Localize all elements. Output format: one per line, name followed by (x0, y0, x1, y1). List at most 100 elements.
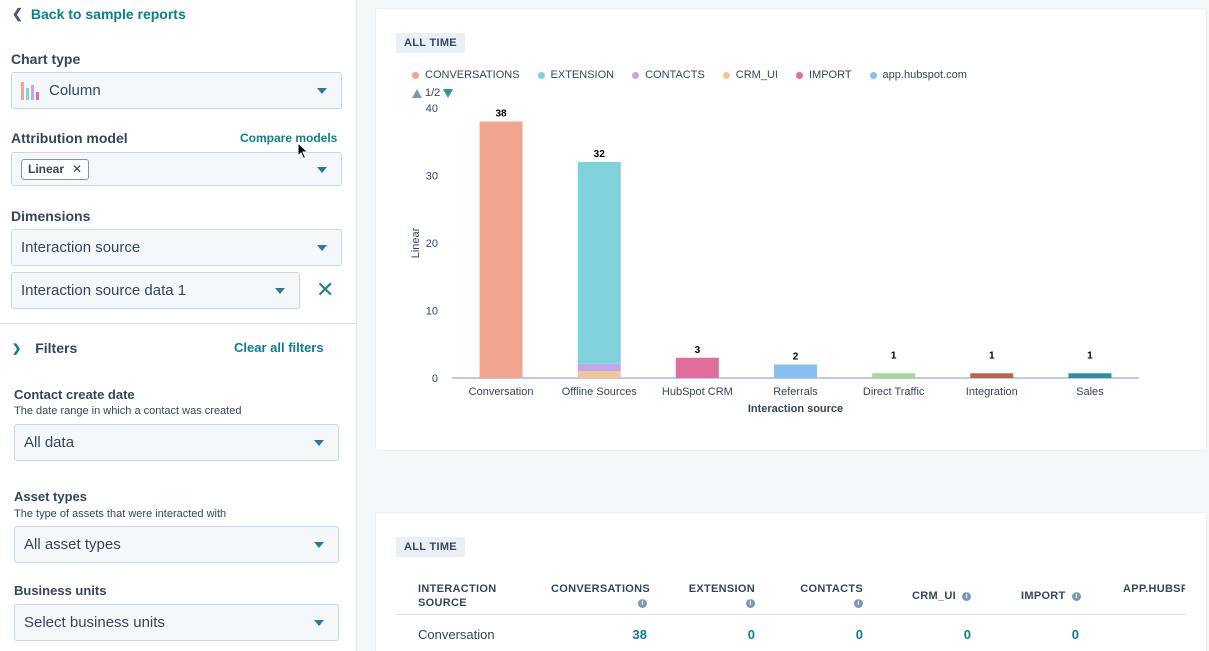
legend-label: EXTENSION (550, 69, 615, 81)
legend-label: IMPORT (808, 69, 852, 81)
bar-total-label: 1 (1087, 350, 1093, 361)
legend-dot-icon (412, 71, 419, 79)
column-chart-icon (21, 81, 39, 100)
info-icon[interactable]: i (638, 598, 647, 608)
page-down-icon[interactable] (443, 88, 454, 98)
dimension-primary-select[interactable]: Interaction source (11, 229, 342, 266)
legend-dot-icon (537, 71, 545, 79)
asset-types-description: The type of assets that were interacted … (14, 508, 227, 520)
y-tick-label: 20 (426, 238, 438, 250)
legend-item[interactable]: CONTACTS (632, 69, 705, 81)
table-panel (375, 512, 1207, 651)
asset-types-value: All asset types (24, 536, 121, 553)
column-header-conversations[interactable]: CONVERSATIONS i (551, 582, 651, 610)
column-header-import[interactable]: IMPORT i (1021, 589, 1081, 603)
contact-create-date-select[interactable]: All data (14, 424, 339, 461)
dimension-primary-value: Interaction source (21, 239, 141, 256)
legend-dot-icon (632, 71, 640, 79)
cell-conversations[interactable]: 38 (632, 627, 647, 642)
dimension-secondary-select[interactable]: Interaction source data 1 (11, 272, 300, 309)
bar-segment (577, 363, 621, 372)
x-tick-label: Offline Sources (562, 386, 638, 398)
x-tick-label: HubSpot CRM (662, 386, 733, 398)
legend-dot-icon (795, 71, 803, 79)
chart-type-value: Column (49, 82, 101, 99)
legend-item[interactable]: CONVERSATIONS (412, 69, 520, 81)
bar-segment (970, 373, 1014, 378)
column-header-interaction-source[interactable]: INTERACTION SOURCE (418, 583, 497, 609)
info-icon[interactable]: i (746, 598, 755, 608)
clear-all-filters-link[interactable]: Clear all filters (234, 340, 324, 355)
cell-source: Conversation (418, 627, 495, 642)
legend-item[interactable]: EXTENSION (537, 69, 615, 81)
bar-segment (577, 371, 621, 378)
contact-create-date-description: The date range in which a contact was cr… (14, 405, 242, 417)
legend-item[interactable]: app.hubspot.com (869, 69, 967, 81)
cell-crm-ui[interactable]: 0 (963, 627, 971, 642)
remove-tag-icon[interactable]: ✕ (72, 162, 83, 176)
cell-contacts[interactable]: 0 (855, 627, 863, 642)
business-units-label: Business units (14, 583, 107, 598)
column-header-contacts[interactable]: CONTACTS i (790, 582, 863, 610)
legend-pager: 1/2 (412, 87, 454, 99)
legend-label: CRM_UI (735, 69, 778, 81)
chevron-down-icon (314, 440, 324, 446)
bar-segment (479, 121, 523, 378)
legend-page-indicator: 1/2 (425, 87, 441, 99)
chevron-down-icon (317, 88, 327, 94)
chart-type-select[interactable]: Column (11, 72, 342, 109)
contact-create-date-value: All data (24, 434, 75, 451)
compare-models-link[interactable]: Compare models (240, 131, 338, 145)
attribution-model-label: Attribution model (11, 130, 128, 146)
column-header-extension-label: EXTENSION (688, 583, 755, 595)
bar-total-label: 1 (891, 350, 897, 361)
chevron-down-icon (317, 167, 327, 173)
cell-import[interactable]: 0 (1071, 627, 1079, 642)
legend-item[interactable]: IMPORT (795, 69, 852, 81)
info-icon[interactable]: i (854, 598, 863, 608)
chart-date-range-badge: ALL TIME (396, 33, 465, 53)
chart-type-label: Chart type (11, 51, 81, 67)
legend-label: CONVERSATIONS (425, 69, 520, 81)
column-header-app-hubspot[interactable]: APP.HUBSP (1123, 583, 1185, 595)
bar-total-label: 32 (594, 149, 606, 160)
legend-dot-icon (722, 71, 730, 79)
cell-extension[interactable]: 0 (747, 627, 755, 642)
legend-item[interactable]: CRM_UI (722, 69, 778, 81)
asset-types-select[interactable]: All asset types (14, 526, 339, 563)
bar-total-label: 2 (793, 352, 799, 363)
attribution-tag-linear: Linear ✕ (21, 158, 90, 180)
attribution-model-select[interactable]: Linear ✕ (11, 152, 342, 186)
report-settings-sidebar: ❮ Back to sample reports Chart type Colu… (0, 0, 357, 651)
column-header-extension[interactable]: EXTENSION i (680, 582, 755, 610)
bar-total-label: 3 (695, 345, 701, 356)
bar-segment (577, 162, 621, 364)
y-axis-label: Linear (410, 227, 422, 258)
filters-toggle[interactable]: ❯ Filters (12, 340, 77, 356)
bar-segment (1068, 373, 1112, 378)
table-row-divider (396, 614, 1186, 615)
bar-segment (675, 357, 719, 378)
chart-legend: CONVERSATIONS EXTENSION CONTACTS CRM_UI IMPO… (412, 69, 967, 81)
divider (0, 323, 356, 324)
business-units-select[interactable]: Select business units (14, 604, 339, 641)
page-up-icon[interactable] (412, 88, 422, 98)
column-header-contacts-label: CONTACTS (800, 583, 863, 595)
x-tick-label: Conversation (469, 386, 534, 398)
asset-types-label: Asset types (14, 489, 87, 504)
column-header-import-label: IMPORT (1021, 590, 1066, 602)
x-tick-label: Referrals (773, 386, 818, 398)
table-date-range-badge: ALL TIME (396, 537, 465, 557)
column-header-crm-ui[interactable]: CRM_UI i (912, 589, 972, 603)
x-axis-label: Interaction source (748, 403, 843, 415)
info-icon[interactable]: i (962, 591, 972, 601)
chevron-down-icon (317, 245, 327, 251)
back-to-sample-reports-link[interactable]: ❮ Back to sample reports (12, 6, 186, 22)
y-tick-label: 40 (426, 103, 438, 115)
legend-dot-icon (869, 71, 877, 79)
remove-dimension-icon[interactable]: ✕ (316, 277, 335, 302)
legend-label: app.hubspot.com (882, 69, 967, 81)
info-icon[interactable]: i (1071, 591, 1081, 601)
column-header-conversations-label: CONVERSATIONS (551, 583, 651, 595)
